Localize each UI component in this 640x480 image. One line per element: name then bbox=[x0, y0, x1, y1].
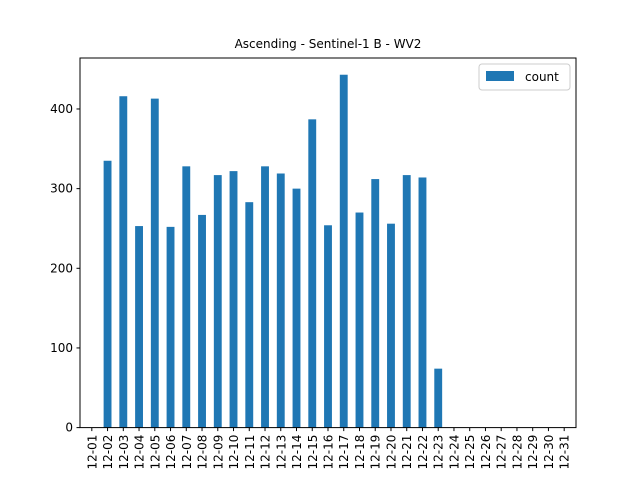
x-tick-label: 12-05 bbox=[148, 435, 162, 470]
x-tick-label: 12-25 bbox=[463, 435, 477, 470]
y-tick-label: 400 bbox=[50, 102, 73, 116]
y-axis: 0 100 200 300 400 bbox=[50, 102, 80, 435]
bar-12-18 bbox=[355, 212, 364, 428]
x-tick-label: 12-21 bbox=[400, 435, 414, 470]
legend-swatch bbox=[486, 71, 514, 81]
x-tick-label: 12-23 bbox=[432, 435, 446, 470]
bar-12-05 bbox=[150, 98, 159, 428]
bar-12-08 bbox=[198, 214, 206, 428]
bar-12-15 bbox=[308, 119, 317, 428]
legend-label: count bbox=[525, 70, 559, 84]
bar-12-17 bbox=[339, 74, 348, 428]
x-tick-label: 12-10 bbox=[227, 435, 241, 470]
bar-12-07 bbox=[182, 166, 191, 428]
x-axis: 12-01 12-02 12-03 12-04 12-05 12-06 12-07 12-08… bbox=[85, 427, 572, 470]
x-tick-label: 12-26 bbox=[479, 435, 493, 470]
y-tick-label: 0 bbox=[65, 421, 73, 435]
bar-12-03 bbox=[119, 96, 128, 428]
x-tick-label: 12-19 bbox=[369, 435, 383, 470]
x-tick-label: 12-17 bbox=[337, 435, 351, 470]
x-tick-label: 12-27 bbox=[495, 435, 509, 470]
x-tick-label: 12-31 bbox=[558, 435, 572, 470]
bar-12-02 bbox=[103, 160, 112, 428]
bar-12-20 bbox=[387, 223, 395, 428]
bar-12-23 bbox=[434, 368, 443, 428]
bar-12-21 bbox=[402, 175, 411, 428]
bar-12-14 bbox=[292, 188, 301, 428]
x-tick-label: 12-04 bbox=[133, 435, 147, 470]
x-tick-label: 12-24 bbox=[447, 435, 461, 470]
x-tick-label: 12-07 bbox=[180, 435, 194, 470]
bar-12-22 bbox=[418, 177, 427, 428]
x-tick-label: 12-18 bbox=[353, 435, 367, 470]
bar-12-10 bbox=[229, 171, 238, 428]
bar-12-16 bbox=[324, 225, 332, 428]
bar-12-11 bbox=[245, 202, 254, 428]
x-tick-label: 12-13 bbox=[274, 435, 288, 470]
x-tick-label: 12-16 bbox=[322, 435, 336, 470]
bar-12-06 bbox=[166, 226, 175, 428]
y-tick-label: 100 bbox=[50, 341, 73, 355]
x-tick-label: 12-08 bbox=[196, 435, 210, 470]
x-tick-label: 12-09 bbox=[211, 435, 225, 470]
bar-12-12 bbox=[261, 166, 269, 428]
x-tick-label: 12-03 bbox=[117, 435, 131, 470]
x-tick-label: 12-20 bbox=[384, 435, 398, 470]
y-tick-label: 300 bbox=[50, 182, 73, 196]
legend: count bbox=[478, 63, 571, 91]
legend-box bbox=[478, 63, 571, 91]
x-tick-label: 12-22 bbox=[416, 435, 430, 470]
bar-12-13 bbox=[276, 173, 285, 428]
x-tick-label: 12-12 bbox=[259, 435, 273, 470]
x-tick-label: 12-02 bbox=[101, 435, 115, 470]
x-tick-label: 12-29 bbox=[526, 435, 540, 470]
x-tick-label: 12-30 bbox=[542, 435, 556, 470]
bar-12-09 bbox=[213, 175, 222, 428]
x-tick-label: 12-14 bbox=[290, 435, 304, 470]
chart-title: Ascending - Sentinel-1 B - WV2 bbox=[235, 37, 422, 51]
x-tick-label: 12-28 bbox=[510, 435, 524, 470]
x-tick-label: 12-11 bbox=[243, 435, 257, 470]
bar-12-19 bbox=[371, 179, 380, 428]
bars bbox=[103, 74, 443, 428]
bar-12-04 bbox=[135, 226, 143, 428]
x-tick-label: 12-06 bbox=[164, 435, 178, 470]
x-tick-label: 12-15 bbox=[306, 435, 320, 470]
y-tick-label: 200 bbox=[50, 261, 73, 275]
plot-frame bbox=[79, 57, 577, 429]
x-tick-label: 12-01 bbox=[85, 435, 99, 470]
